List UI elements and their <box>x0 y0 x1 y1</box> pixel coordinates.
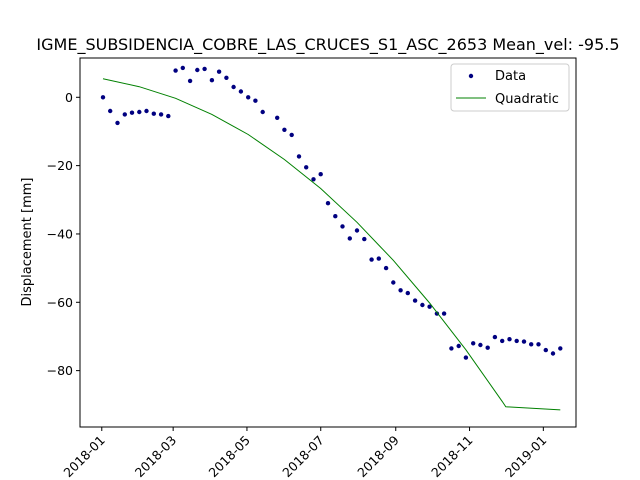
data-point <box>529 342 534 347</box>
data-point <box>296 154 302 159</box>
data-point <box>253 98 258 103</box>
axes-frame <box>79 57 577 428</box>
data-point <box>456 343 461 349</box>
data-point <box>238 89 244 94</box>
data-point <box>122 112 128 117</box>
data-point <box>507 337 512 342</box>
data-point <box>216 69 222 74</box>
data-point <box>275 115 280 121</box>
legend-data-label: Data <box>495 69 526 84</box>
y-axis-label: Displacement [mm] <box>20 178 35 307</box>
data-point <box>144 108 149 114</box>
data-point <box>311 177 316 182</box>
data-point <box>333 214 338 219</box>
data-point <box>412 298 418 303</box>
data-point <box>383 265 389 271</box>
data-point <box>391 280 396 285</box>
data-point <box>405 290 410 296</box>
y-tick-label: −60 <box>47 295 73 310</box>
data-point <box>347 236 352 241</box>
data-point <box>543 347 548 353</box>
data-point <box>521 339 527 344</box>
data-point <box>449 346 454 351</box>
data-point <box>158 112 164 117</box>
data-point <box>137 109 142 115</box>
data-point <box>434 311 440 316</box>
data-point <box>427 304 432 309</box>
data-point <box>369 257 374 262</box>
data-point <box>318 172 323 177</box>
data-point <box>492 334 498 340</box>
data-point <box>151 111 156 116</box>
data-point <box>260 109 265 115</box>
data-point <box>478 342 483 348</box>
data-point <box>362 236 367 242</box>
data-point <box>202 66 207 72</box>
data-point <box>536 342 541 347</box>
legend-frame <box>450 63 570 112</box>
y-tick-label: 0 <box>65 90 73 105</box>
data-point <box>100 95 106 100</box>
data-point <box>231 84 236 90</box>
data-point <box>180 65 185 71</box>
data-point <box>187 78 193 84</box>
data-point <box>304 165 309 170</box>
chart-title: IGME_SUBSIDENCIA_COBRE_LAS_CRUCES_S1_ASC… <box>36 35 619 55</box>
y-tick-label: −20 <box>47 158 73 173</box>
data-point <box>325 201 331 206</box>
data-point <box>195 67 200 73</box>
data-point <box>129 110 135 115</box>
data-point <box>246 95 251 100</box>
legend-data-marker <box>468 73 474 79</box>
data-point <box>463 355 469 360</box>
data-point <box>500 338 505 344</box>
data-point <box>354 228 360 233</box>
data-point <box>420 302 425 308</box>
data-point <box>282 127 287 132</box>
data-point <box>289 132 294 138</box>
data-point <box>558 346 563 351</box>
data-point <box>209 78 215 83</box>
legend: Data Quadratic <box>450 63 570 112</box>
data-point <box>166 113 171 119</box>
data-point <box>441 311 447 316</box>
data-point <box>376 256 381 261</box>
data-point <box>224 75 229 81</box>
data-point <box>398 288 403 293</box>
y-tick-label: −40 <box>47 226 73 241</box>
data-point <box>514 338 519 344</box>
data-point <box>115 120 120 126</box>
data-point <box>471 341 476 346</box>
data-point <box>550 351 556 356</box>
data-point <box>485 345 490 350</box>
y-tick-label: −80 <box>47 363 73 378</box>
legend-quadratic-label: Quadratic <box>495 92 559 107</box>
data-point <box>173 68 178 73</box>
quadratic-fit-line <box>102 78 561 411</box>
data-point <box>108 108 113 114</box>
data-point <box>340 224 345 229</box>
